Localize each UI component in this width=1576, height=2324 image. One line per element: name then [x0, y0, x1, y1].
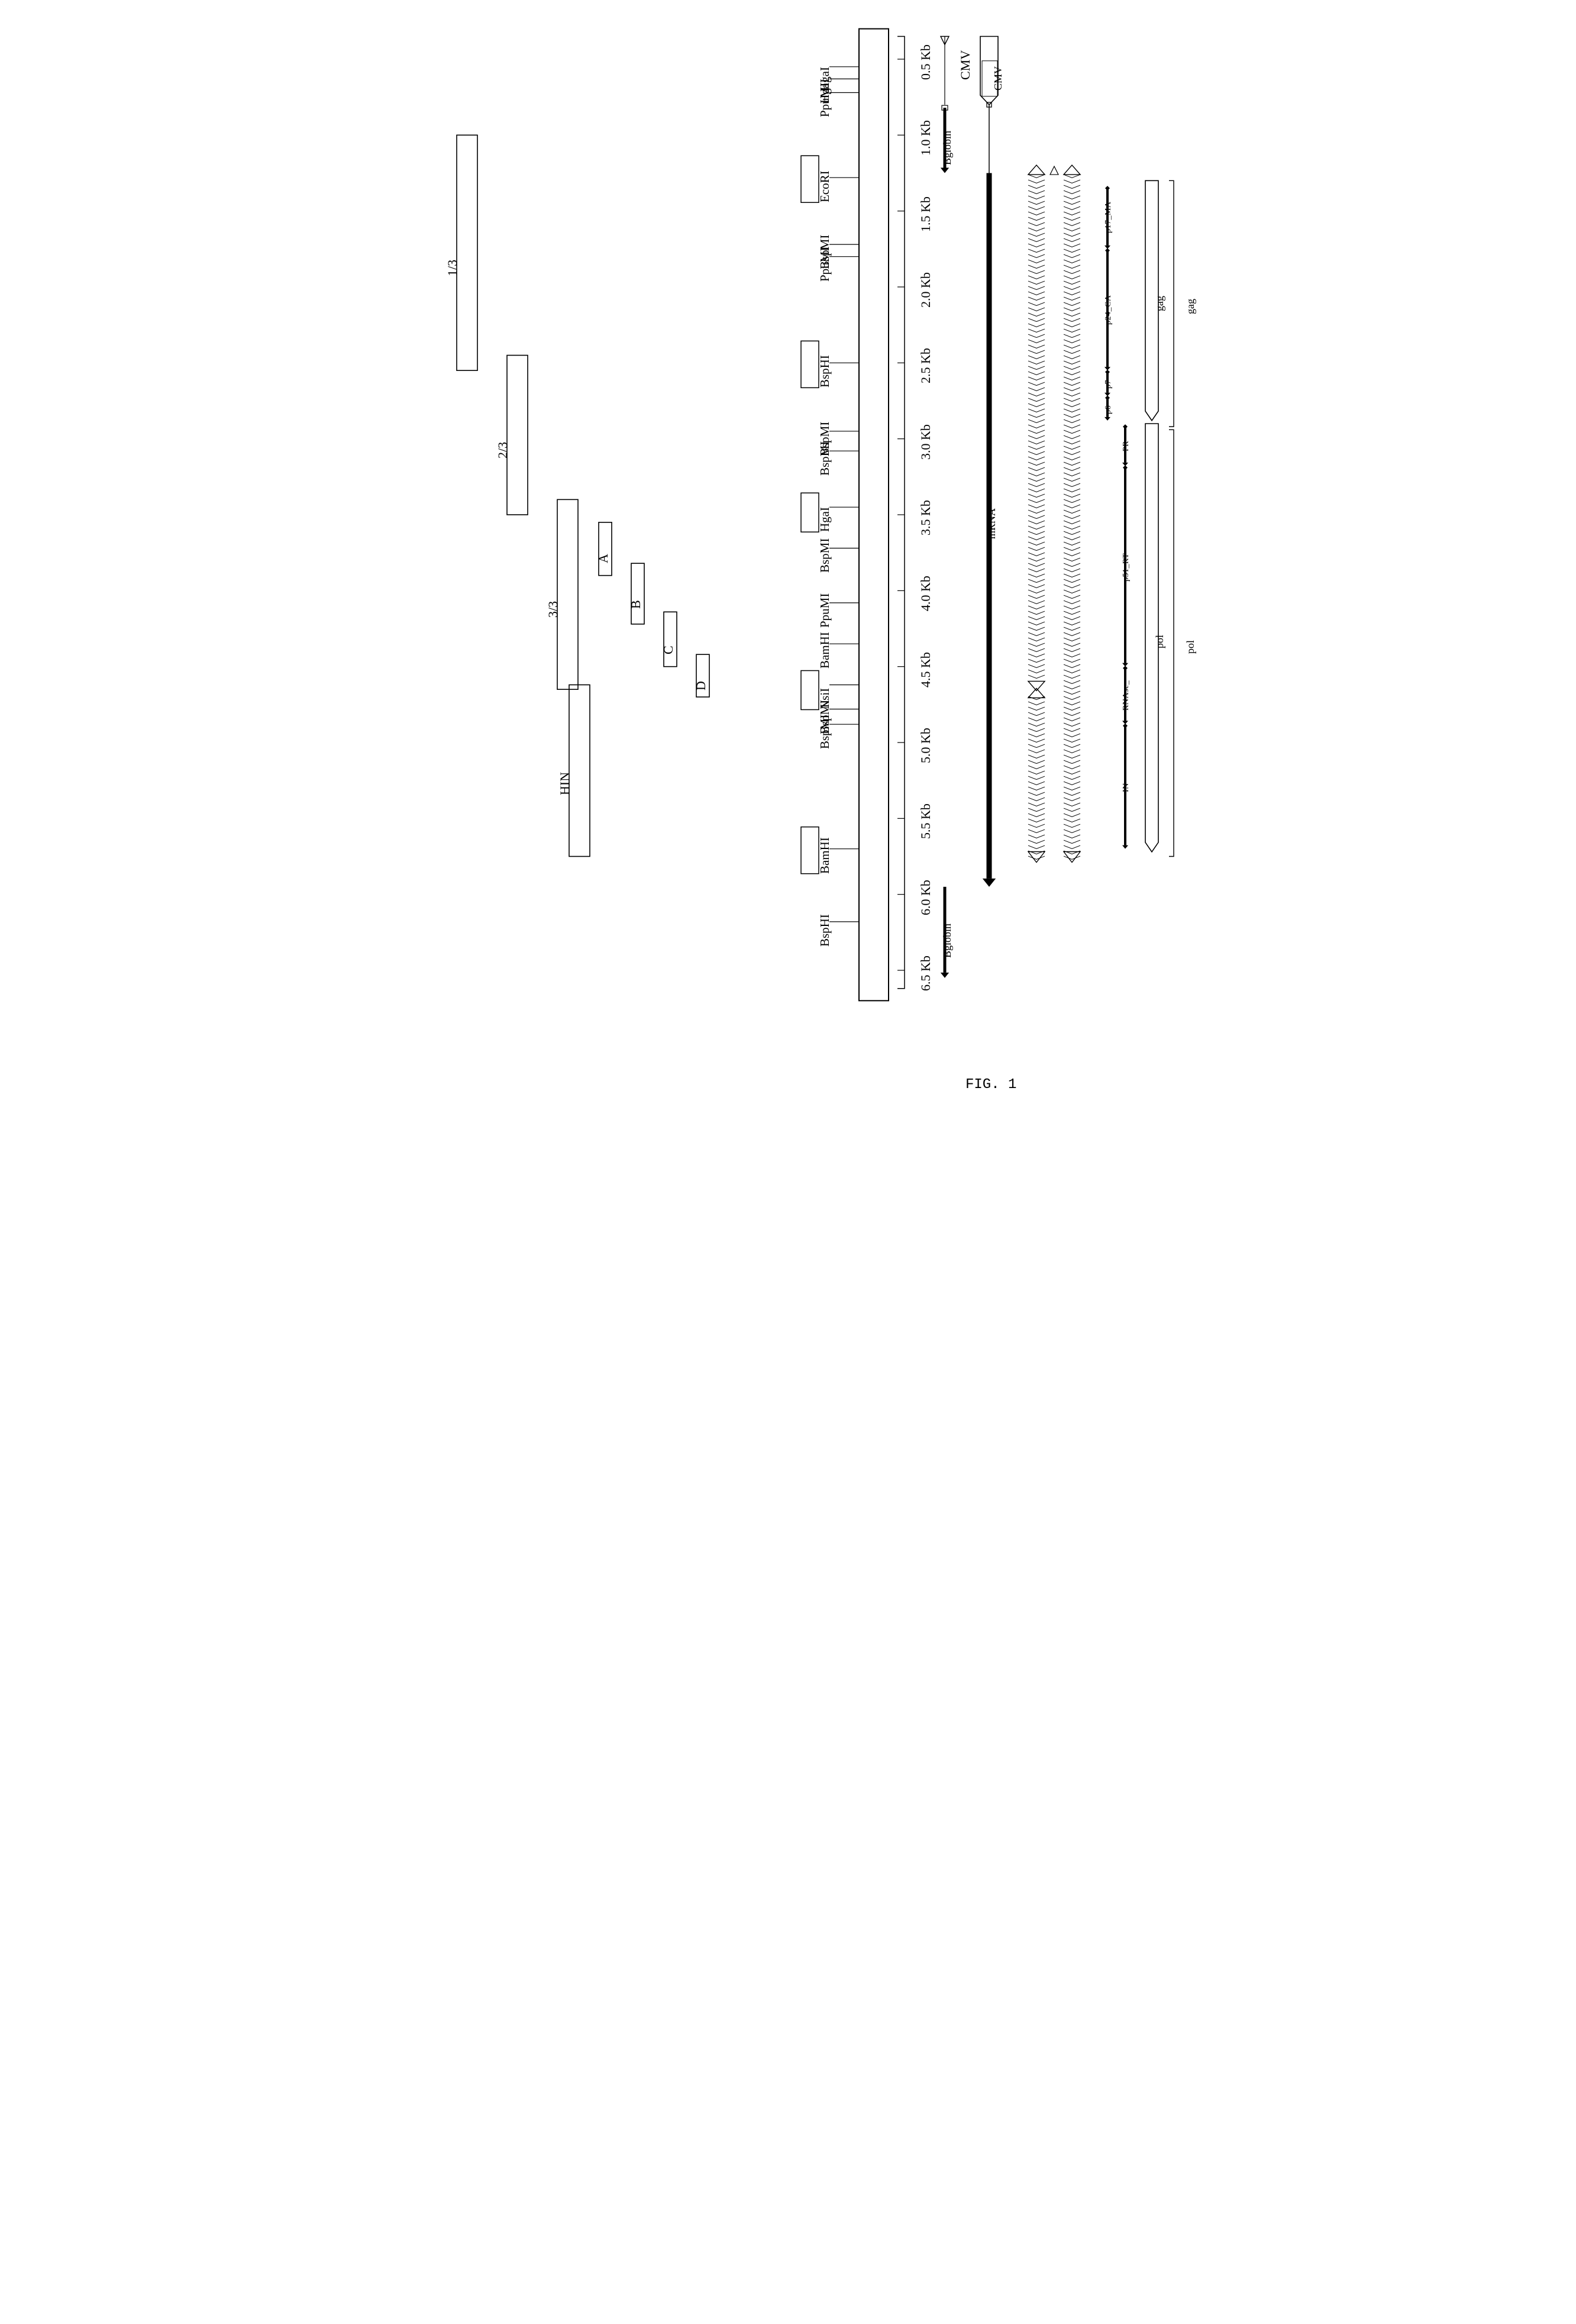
figure-label: FIG. 1 — [965, 1077, 1016, 1093]
